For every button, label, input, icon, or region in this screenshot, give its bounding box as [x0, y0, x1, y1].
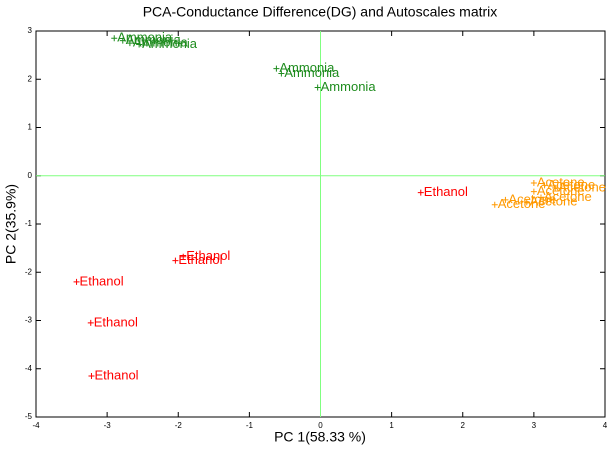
- point-label: Acetone: [558, 179, 606, 194]
- point: [180, 253, 187, 260]
- point-label: Ammonia: [126, 32, 182, 47]
- point: [111, 35, 118, 42]
- x-tick-label: 2: [461, 421, 466, 430]
- point-label: Ammonia: [142, 36, 198, 51]
- point-label: Ethanol: [424, 184, 468, 199]
- point-label: Ethanol: [94, 367, 138, 382]
- x-tick-label: -4: [32, 421, 40, 430]
- point: [502, 196, 509, 203]
- point: [88, 372, 95, 379]
- point: [491, 201, 498, 208]
- point-label: Acetone: [498, 196, 546, 211]
- chart-title: PCA-Conductance Difference(DG) and Autos…: [143, 4, 498, 20]
- x-tick-label: 0: [318, 421, 323, 430]
- y-tick-label: -5: [25, 412, 33, 421]
- point: [278, 70, 285, 77]
- point-label: Ethanol: [80, 273, 124, 288]
- point-label: Acetone: [548, 177, 596, 192]
- point: [523, 199, 530, 206]
- point-label: Ethanol: [178, 252, 222, 267]
- point: [530, 179, 537, 186]
- point-label: Ethanol: [94, 314, 138, 329]
- y-tick-label: -4: [25, 364, 33, 373]
- y-tick-label: -3: [25, 316, 33, 325]
- point-label: Ammonia: [279, 60, 335, 75]
- y-tick-label: 2: [28, 74, 33, 83]
- point: [273, 65, 280, 72]
- point-label: Ammonia: [133, 35, 189, 50]
- point-label: Acetone: [537, 174, 585, 189]
- point: [314, 84, 321, 91]
- point-label: Ammonia: [284, 65, 340, 80]
- point-label: Acetone: [544, 189, 592, 204]
- point: [136, 41, 143, 48]
- point: [87, 319, 94, 326]
- point: [126, 40, 133, 47]
- x-tick-label: 3: [532, 421, 537, 430]
- point: [119, 37, 126, 44]
- x-tick-label: -2: [175, 421, 183, 430]
- x-tick-label: -3: [104, 421, 112, 430]
- point: [172, 257, 179, 264]
- point: [537, 194, 544, 201]
- y-tick-label: 3: [28, 26, 33, 35]
- y-tick-label: 1: [28, 123, 33, 132]
- x-axis-label: PC 1(58.33 %): [274, 429, 366, 445]
- point: [552, 184, 559, 191]
- point: [541, 182, 548, 189]
- x-tick-label: 1: [389, 421, 394, 430]
- y-axis-label: PC 2(35.9%): [3, 184, 19, 264]
- point: [73, 278, 80, 285]
- y-tick-label: -1: [25, 219, 33, 228]
- x-tick-label: 4: [603, 421, 608, 430]
- point-label: Acetone: [537, 183, 585, 198]
- x-tick-label: -1: [246, 421, 254, 430]
- point-label: Acetone: [530, 194, 578, 209]
- point: [417, 189, 424, 196]
- y-tick-label: -2: [25, 267, 33, 276]
- point-label: Ethanol: [186, 248, 230, 263]
- point-label: Ammonia: [117, 30, 173, 45]
- y-tick-label: 0: [28, 171, 33, 180]
- point-label: Acetone: [508, 191, 556, 206]
- point-label: Ammonia: [321, 79, 377, 94]
- point: [530, 188, 537, 195]
